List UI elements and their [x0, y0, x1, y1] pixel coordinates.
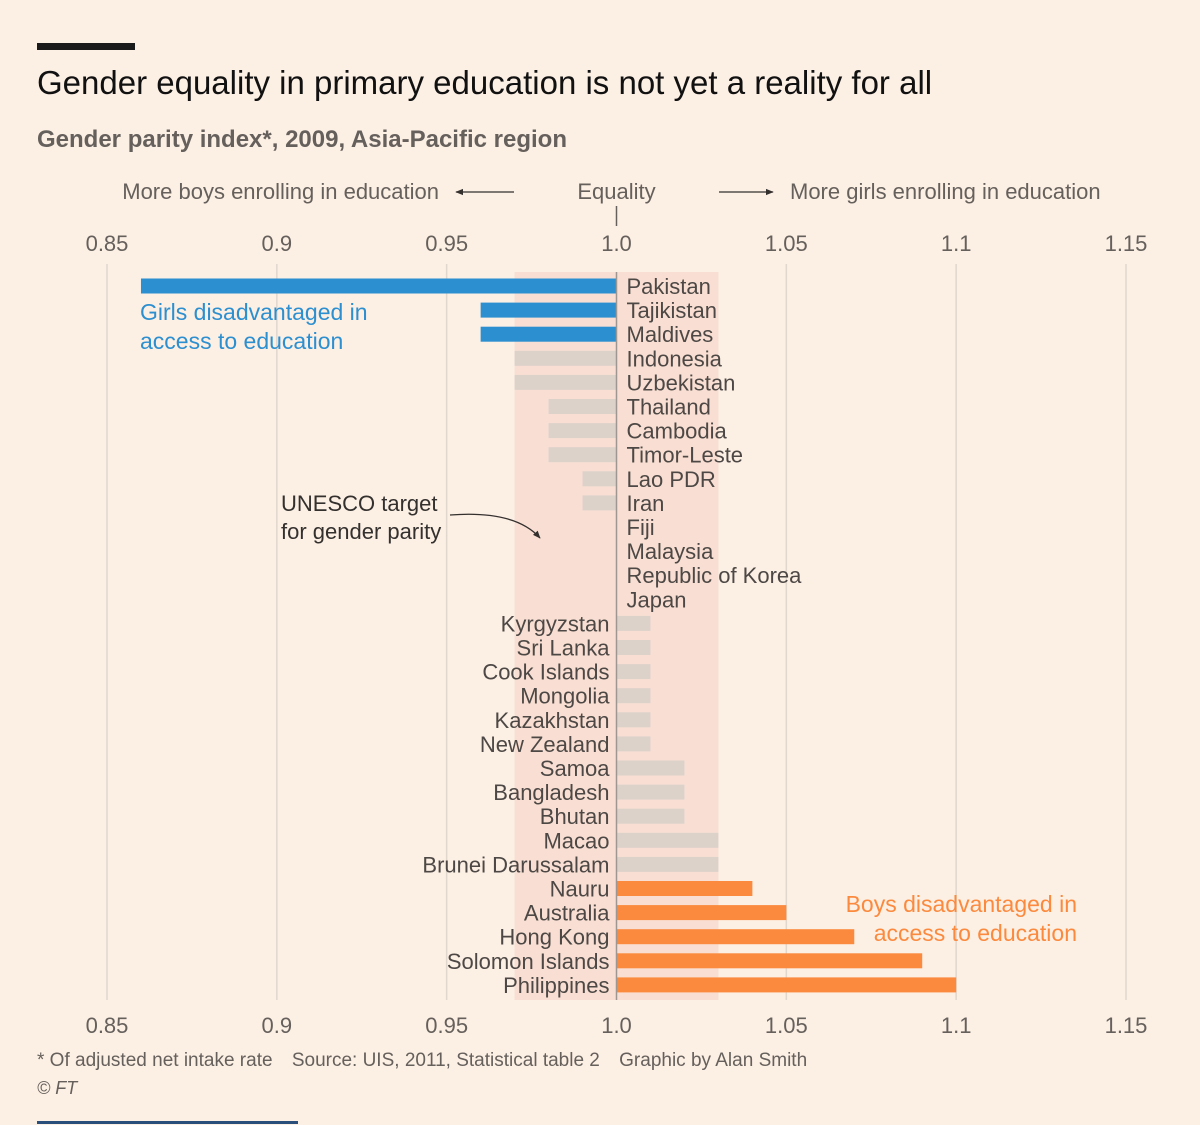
country-label: Malaysia — [627, 539, 715, 564]
x-tick-label-bottom: 1.05 — [765, 1013, 808, 1038]
country-label: Tajikistan — [627, 298, 717, 323]
country-label: Cambodia — [627, 419, 728, 444]
target-arrow-icon — [449, 513, 541, 539]
x-tick-label-bottom: 0.85 — [86, 1013, 129, 1038]
country-label: Thailand — [627, 395, 711, 420]
bar-thailand — [548, 399, 617, 414]
x-tick-label-bottom: 1.0 — [601, 1013, 632, 1038]
country-label: Samoa — [540, 756, 610, 781]
copyright: © FT — [37, 1078, 78, 1098]
direction-label-left: More boys enrolling in education — [122, 179, 439, 204]
source-note: Source: UIS, 2011, Statistical table 2 — [291, 1050, 600, 1071]
bar-kazakhstan — [616, 712, 651, 728]
bar-new-zealand — [616, 736, 651, 752]
bar-uzbekistan — [514, 374, 617, 390]
country-label: Solomon Islands — [447, 949, 610, 974]
bar-iran — [582, 495, 617, 511]
x-tick-label-top: 1.15 — [1105, 231, 1148, 256]
x-tick-label-top: 1.1 — [941, 231, 972, 256]
country-label: Pakistan — [627, 274, 711, 299]
country-label: Republic of Korea — [627, 563, 803, 588]
bar-brunei-darussalam — [616, 856, 719, 872]
target-annotation-line2: for gender parity — [281, 519, 441, 544]
country-label: Mongolia — [520, 684, 610, 709]
x-tick-label-top: 0.85 — [86, 231, 129, 256]
country-label: Lao PDR — [627, 467, 716, 492]
country-label: Uzbekistan — [627, 370, 736, 395]
bar-macao — [616, 832, 719, 848]
bar-bhutan — [616, 808, 685, 824]
x-tick-label-bottom: 0.95 — [425, 1013, 468, 1038]
country-label: Nauru — [550, 877, 610, 902]
country-label: Japan — [627, 587, 687, 612]
footnote: * Of adjusted net intake rate — [37, 1050, 273, 1071]
country-label: Hong Kong — [499, 925, 609, 950]
country-label: Kyrgyzstan — [501, 611, 610, 636]
bar-lao-pdr — [582, 471, 617, 487]
girls-annotation-line2: access to education — [140, 328, 343, 354]
bar-indonesia — [514, 350, 617, 366]
direction-label-center: Equality — [577, 179, 655, 204]
bar-bangladesh — [616, 784, 685, 800]
bar-tajikistan — [480, 302, 617, 318]
x-tick-label-top: 0.95 — [425, 231, 468, 256]
chart-title: Gender equality in primary education is … — [37, 64, 933, 101]
country-label: Sri Lanka — [517, 636, 611, 661]
footer: * Of adjusted net intake rate Source: UI… — [37, 1050, 821, 1072]
x-tick-label-bottom: 1.1 — [941, 1013, 972, 1038]
country-label: Brunei Darussalam — [422, 852, 609, 877]
target-annotation-line1: UNESCO target — [281, 491, 438, 516]
bar-australia — [616, 905, 787, 921]
chart-subtitle: Gender parity index*, 2009, Asia-Pacific… — [37, 126, 567, 153]
bar-pakistan — [140, 278, 617, 294]
country-label: Macao — [543, 828, 609, 853]
bar-nauru — [616, 881, 753, 896]
country-label: Philippines — [503, 973, 609, 998]
bar-solomon-islands — [616, 953, 923, 969]
country-label: Kazakhstan — [495, 708, 610, 733]
bar-cambodia — [548, 423, 617, 439]
boys-annotation-line2: access to education — [874, 920, 1077, 946]
boys-annotation-line1: Boys disadvantaged in — [846, 891, 1077, 917]
country-label: Cook Islands — [482, 660, 609, 685]
bar-hong-kong — [616, 929, 855, 945]
country-label: Iran — [627, 491, 665, 516]
bar-timor-leste — [548, 447, 617, 463]
country-label: Indonesia — [627, 346, 723, 371]
bar-kyrgyzstan — [616, 615, 651, 631]
x-tick-label-top: 1.0 — [601, 231, 632, 256]
country-label: New Zealand — [480, 732, 610, 757]
country-label: Fiji — [627, 515, 655, 540]
x-tick-label-bottom: 1.15 — [1105, 1013, 1148, 1038]
graphic-credit: Graphic by Alan Smith — [619, 1050, 808, 1071]
bottom-rule — [37, 1121, 298, 1124]
x-tick-label-top: 0.9 — [262, 231, 293, 256]
top-rule — [37, 43, 135, 50]
girls-annotation-line1: Girls disadvantaged in — [140, 299, 368, 325]
country-label: Bhutan — [540, 804, 610, 829]
bar-mongolia — [616, 688, 651, 704]
direction-label-right: More girls enrolling in education — [790, 179, 1101, 204]
country-label: Bangladesh — [493, 780, 609, 805]
x-tick-label-bottom: 0.9 — [262, 1013, 293, 1038]
x-tick-label-top: 1.05 — [765, 231, 808, 256]
country-label: Timor-Leste — [627, 443, 744, 468]
bar-samoa — [616, 760, 685, 776]
bar-philippines — [616, 977, 957, 993]
country-label: Australia — [524, 901, 610, 926]
bar-maldives — [480, 326, 617, 342]
bar-cook-islands — [616, 664, 651, 680]
bar-sri-lanka — [616, 640, 651, 655]
country-label: Maldives — [627, 322, 714, 347]
